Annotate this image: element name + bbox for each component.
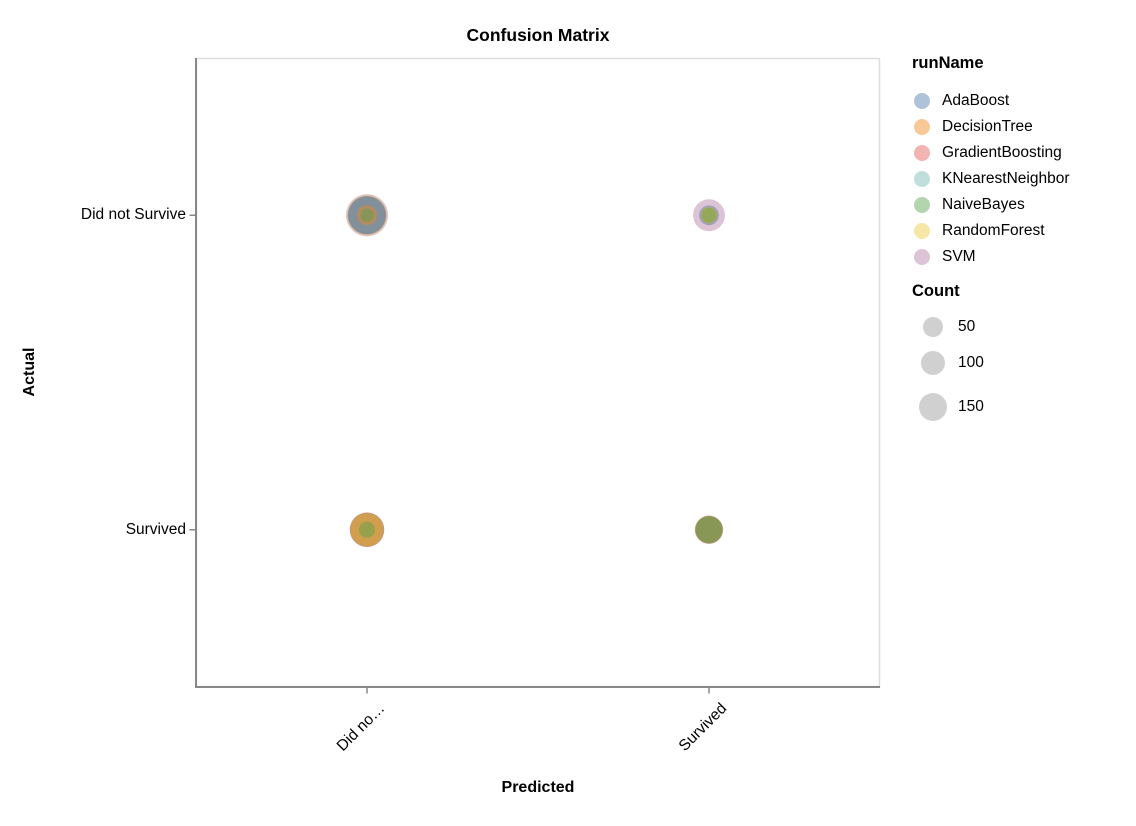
legend-item-knearestneighbor: KNearestNeighbor	[914, 166, 1070, 192]
bubble-knearestneighbor-pred-did-not-survive-actual-did-not-survive	[347, 196, 387, 235]
legend-item-naivebayes: NaiveBayes	[914, 192, 1025, 218]
y-tick-label-did-not-survive: Did not Survive	[80, 206, 186, 224]
legend-swatch-adaboost	[914, 93, 930, 109]
legend-item-adaboost: AdaBoost	[914, 88, 1009, 114]
bubble-randomforest-pred-survived-actual-survived	[695, 515, 723, 544]
legend-item-label: SVM	[942, 248, 976, 265]
y-axis-title: Actual	[21, 347, 38, 397]
legend-item-label: DecisionTree	[942, 118, 1033, 135]
bubble-randomforest-pred-did-not-survive-actual-survived	[350, 512, 384, 547]
y-tick-label-survived: Survived	[125, 520, 186, 538]
bubble-decisiontree-pred-survived-actual-survived	[695, 516, 723, 544]
legend-item-label: RandomForest	[942, 222, 1045, 239]
bubble-randomforest-pred-did-not-survive-actual-did-not-survive	[347, 195, 387, 236]
chart-title: Confusion Matrix	[466, 25, 610, 45]
count-swatch-100	[921, 351, 945, 375]
legend-swatch-naivebayes	[914, 197, 930, 213]
bubble-knearestneighbor-pred-survived-actual-did-not-survive	[700, 207, 718, 224]
bubble-svm-pred-did-not-survive-actual-survived	[349, 512, 385, 547]
legend: runName AdaBoost DecisionTree GradientBoos…	[912, 54, 1136, 484]
bubble-svm-pred-did-not-survive-actual-did-not-survive	[345, 194, 389, 237]
bubble-svm-pred-survived-actual-survived	[695, 515, 723, 544]
legend-item-label: AdaBoost	[942, 92, 1010, 109]
run-name-legend-title: runName	[912, 54, 984, 72]
legend-item-label: KNearestNeighbor	[942, 170, 1070, 187]
plot-area-border	[195, 57, 881, 688]
bubble-naivebayes-pred-did-not-survive-actual-did-not-survive	[360, 208, 374, 223]
legend-swatch-knearestneighbor	[914, 171, 930, 187]
legend-item-label: GradientBoosting	[942, 144, 1062, 161]
count-swatch-50	[923, 317, 943, 337]
bubble-naivebayes-pred-did-not-survive-actual-survived	[358, 521, 376, 538]
legend-swatch-decisiontree	[914, 119, 930, 135]
bubble-adaboost-pred-did-not-survive-actual-did-not-survive	[348, 196, 386, 235]
bubble-decisiontree-pred-did-not-survive-actual-survived	[350, 513, 384, 547]
legend-item-gradientboosting: GradientBoosting	[914, 140, 1062, 166]
legend-item-label: NaiveBayes	[942, 196, 1025, 213]
bubble-gradientboosting-pred-survived-actual-survived	[694, 515, 724, 544]
legend-item-svm: SVM	[914, 244, 976, 270]
bubble-decisiontree-pred-did-not-survive-actual-did-not-survive	[357, 205, 377, 226]
bubble-knearestneighbor-pred-did-not-survive-actual-survived	[350, 512, 384, 547]
bubble-naivebayes-pred-survived-actual-survived	[695, 516, 723, 544]
bubble-adaboost-pred-survived-actual-survived	[695, 516, 723, 544]
bubble-naivebayes-pred-survived-actual-did-not-survive	[701, 207, 717, 223]
x-axis-title: Predicted	[501, 779, 575, 796]
legend-item-randomforest: RandomForest	[914, 218, 1045, 244]
bubble-adaboost-pred-survived-actual-did-not-survive	[699, 205, 719, 226]
bubble-gradientboosting-pred-survived-actual-did-not-survive	[700, 207, 718, 224]
bubble-knearestneighbor-pred-survived-actual-survived	[695, 515, 723, 544]
count-swatch-150	[919, 393, 947, 421]
axis-domain-lines	[195, 58, 880, 688]
legend-swatch-randomforest	[914, 223, 930, 239]
count-legend-title: Count	[912, 282, 960, 300]
bubble-randomforest-pred-survived-actual-did-not-survive	[700, 207, 718, 224]
count-label-100: 100	[958, 354, 984, 371]
bubble-gradientboosting-pred-did-not-survive-actual-survived	[349, 512, 385, 548]
count-label-50: 50	[958, 318, 976, 335]
bubble-decisiontree-pred-survived-actual-did-not-survive	[700, 207, 718, 224]
legend-swatch-svm	[914, 249, 930, 265]
bubble-adaboost-pred-did-not-survive-actual-survived	[350, 512, 384, 547]
legend-item-decisiontree: DecisionTree	[914, 114, 1033, 140]
legend-swatch-gradientboosting	[914, 145, 930, 161]
bubble-svm-pred-survived-actual-did-not-survive	[693, 199, 725, 232]
count-label-150: 150	[958, 398, 984, 415]
bubble-gradientboosting-pred-did-not-survive-actual-did-not-survive	[347, 195, 387, 235]
